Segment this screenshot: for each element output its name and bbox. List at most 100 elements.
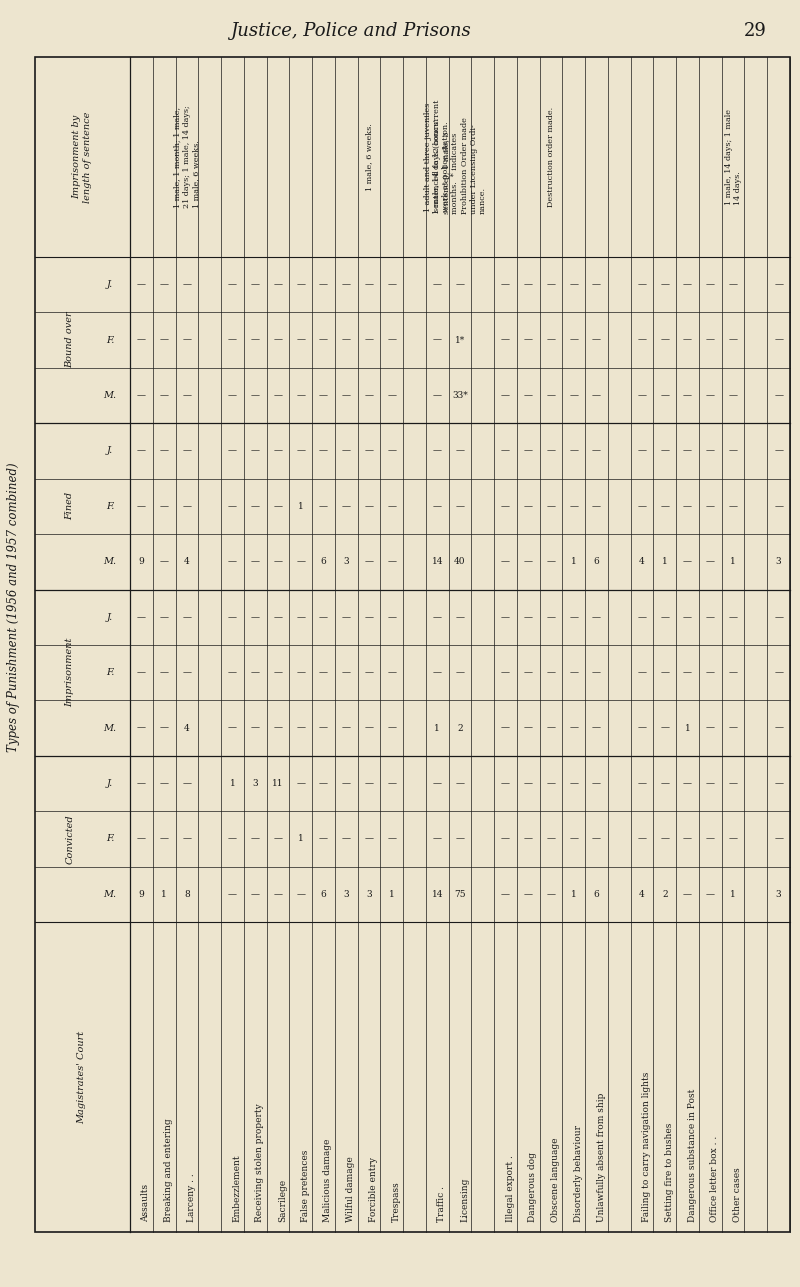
Text: Wilful damage: Wilful damage bbox=[346, 1156, 355, 1221]
Text: —: — bbox=[524, 557, 533, 566]
Text: 1*: 1* bbox=[455, 336, 465, 345]
Text: Illegal export .: Illegal export . bbox=[506, 1156, 514, 1221]
Text: —: — bbox=[455, 502, 465, 511]
Text: —: — bbox=[387, 447, 396, 456]
Text: —: — bbox=[729, 668, 738, 677]
Text: —: — bbox=[706, 723, 715, 732]
Text: 3: 3 bbox=[343, 557, 349, 566]
Text: —: — bbox=[365, 613, 374, 622]
Text: —: — bbox=[524, 281, 533, 290]
Text: —: — bbox=[706, 889, 715, 898]
Text: —: — bbox=[274, 447, 282, 456]
Text: —: — bbox=[501, 557, 510, 566]
Text: —: — bbox=[228, 391, 237, 400]
Text: —: — bbox=[774, 668, 783, 677]
Text: —: — bbox=[546, 281, 555, 290]
Text: —: — bbox=[342, 779, 350, 788]
Text: 6: 6 bbox=[594, 557, 599, 566]
Text: 1: 1 bbox=[434, 723, 440, 732]
Text: —: — bbox=[342, 723, 350, 732]
Text: —: — bbox=[638, 834, 646, 843]
Text: —: — bbox=[592, 281, 601, 290]
Text: —: — bbox=[137, 447, 146, 456]
Text: —: — bbox=[729, 447, 738, 456]
Text: Dangerous dog: Dangerous dog bbox=[528, 1152, 538, 1221]
Text: 11: 11 bbox=[272, 779, 284, 788]
Text: Receiving stolen property: Receiving stolen property bbox=[255, 1103, 264, 1221]
Text: —: — bbox=[137, 502, 146, 511]
Text: —: — bbox=[774, 281, 783, 290]
Text: —: — bbox=[455, 668, 465, 677]
Text: Convicted: Convicted bbox=[66, 815, 74, 864]
Text: —: — bbox=[365, 779, 374, 788]
Text: —: — bbox=[433, 336, 442, 345]
Text: Bound over: Bound over bbox=[66, 311, 74, 368]
Text: 3: 3 bbox=[776, 557, 782, 566]
Text: 1: 1 bbox=[662, 557, 668, 566]
Text: 29: 29 bbox=[743, 22, 766, 40]
Text: —: — bbox=[660, 723, 670, 732]
Text: Magistrates' Court: Magistrates' Court bbox=[78, 1031, 86, 1124]
Text: —: — bbox=[455, 447, 465, 456]
Text: —: — bbox=[455, 281, 465, 290]
Text: —: — bbox=[274, 889, 282, 898]
Text: 2: 2 bbox=[457, 723, 463, 732]
Text: —: — bbox=[182, 613, 191, 622]
Text: —: — bbox=[660, 779, 670, 788]
Text: J.: J. bbox=[107, 447, 113, 456]
Text: —: — bbox=[546, 779, 555, 788]
Text: Embezzlement: Embezzlement bbox=[233, 1154, 242, 1221]
Text: —: — bbox=[387, 834, 396, 843]
Text: —: — bbox=[228, 889, 237, 898]
Text: —: — bbox=[455, 613, 465, 622]
Text: —: — bbox=[137, 723, 146, 732]
Text: —: — bbox=[365, 502, 374, 511]
Text: Traffic .: Traffic . bbox=[438, 1187, 446, 1221]
Text: 1 adult and three juveniles
sentenced to 12 hours'
work at police station.: 1 adult and three juveniles sentenced to… bbox=[424, 103, 450, 211]
Text: —: — bbox=[592, 336, 601, 345]
Text: —: — bbox=[160, 336, 169, 345]
Text: —: — bbox=[638, 391, 646, 400]
Text: —: — bbox=[660, 613, 670, 622]
Text: —: — bbox=[706, 557, 715, 566]
Text: —: — bbox=[592, 613, 601, 622]
Text: —: — bbox=[319, 391, 328, 400]
Text: 40: 40 bbox=[454, 557, 466, 566]
Text: Imprisonment: Imprisonment bbox=[66, 638, 74, 708]
Text: —: — bbox=[137, 668, 146, 677]
Text: —: — bbox=[319, 834, 328, 843]
Text: J.: J. bbox=[107, 779, 113, 788]
Text: 1 male, 6 weeks.: 1 male, 6 weeks. bbox=[365, 124, 373, 190]
Text: Sacrilege: Sacrilege bbox=[278, 1179, 287, 1221]
Text: —: — bbox=[546, 613, 555, 622]
Text: —: — bbox=[387, 281, 396, 290]
Text: —: — bbox=[546, 834, 555, 843]
Text: —: — bbox=[570, 447, 578, 456]
Text: —: — bbox=[137, 779, 146, 788]
Text: —: — bbox=[228, 502, 237, 511]
Text: M.: M. bbox=[103, 723, 117, 732]
Text: Types of Punishment (1956 and 1957 combined): Types of Punishment (1956 and 1957 combi… bbox=[7, 462, 21, 752]
Text: —: — bbox=[160, 613, 169, 622]
Text: —: — bbox=[729, 281, 738, 290]
Text: Failing to carry navigation lights: Failing to carry navigation lights bbox=[642, 1072, 651, 1221]
Text: —: — bbox=[660, 391, 670, 400]
Text: —: — bbox=[774, 834, 783, 843]
Text: 9: 9 bbox=[138, 557, 144, 566]
Text: —: — bbox=[683, 834, 692, 843]
Text: —: — bbox=[319, 502, 328, 511]
Text: —: — bbox=[683, 502, 692, 511]
Text: —: — bbox=[137, 834, 146, 843]
Text: —: — bbox=[546, 391, 555, 400]
Text: 4: 4 bbox=[184, 557, 190, 566]
Text: 4: 4 bbox=[184, 723, 190, 732]
Text: Office letter box . .: Office letter box . . bbox=[710, 1135, 719, 1221]
Text: —: — bbox=[387, 779, 396, 788]
Text: —: — bbox=[433, 391, 442, 400]
Text: —: — bbox=[182, 668, 191, 677]
Text: —: — bbox=[774, 391, 783, 400]
Text: —: — bbox=[433, 613, 442, 622]
Text: —: — bbox=[433, 447, 442, 456]
Text: —: — bbox=[296, 889, 305, 898]
Text: —: — bbox=[274, 723, 282, 732]
